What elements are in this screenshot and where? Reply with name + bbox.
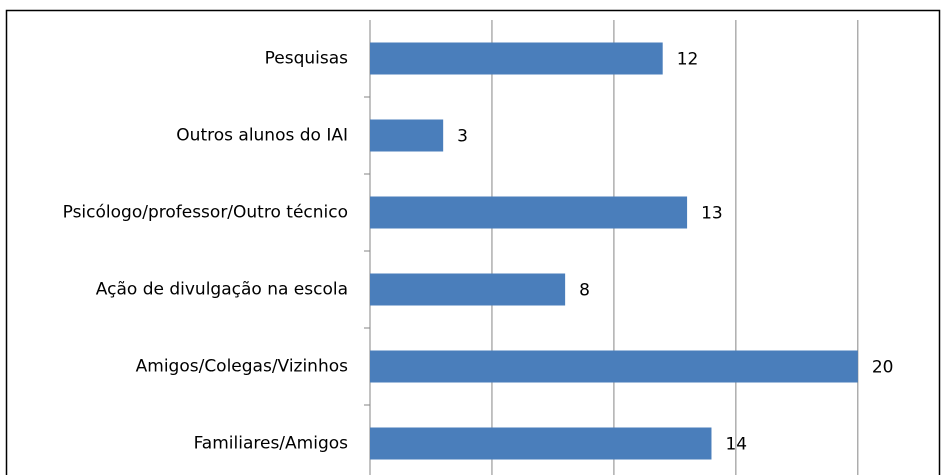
category-label: Ação de divulgação na escola [96, 280, 348, 300]
value-label: 8 [579, 281, 590, 301]
value-label: 14 [725, 435, 747, 455]
category-label: Outros alunos do IAI [176, 126, 348, 146]
bar [370, 427, 712, 460]
value-label: 13 [701, 204, 723, 224]
bar [370, 196, 688, 229]
bar [370, 42, 663, 75]
bar [370, 119, 444, 152]
value-label: 3 [457, 127, 468, 147]
value-label: 12 [677, 50, 699, 70]
category-label: Pesquisas [265, 49, 349, 69]
category-label: Amigos/Colegas/Vizinhos [136, 357, 349, 377]
category-label: Familiares/Amigos [194, 434, 349, 454]
value-label: 20 [872, 358, 894, 378]
chart-frame [5, 9, 941, 475]
bar [370, 273, 566, 306]
bar [370, 350, 858, 383]
category-label: Psicólogo/professor/Outro técnico [63, 203, 348, 223]
